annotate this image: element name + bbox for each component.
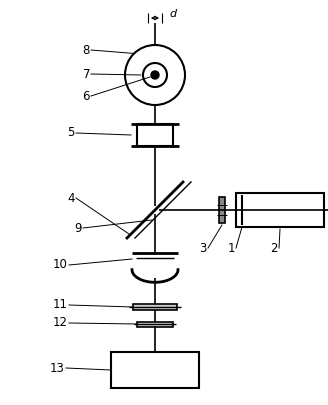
Bar	[133, 304, 177, 310]
Text: 12: 12	[53, 316, 68, 330]
Text: d: d	[169, 9, 176, 19]
Text: 5: 5	[68, 126, 75, 139]
Text: 3: 3	[200, 241, 207, 254]
Bar	[236, 193, 324, 227]
Text: 13: 13	[50, 362, 65, 375]
Bar	[111, 352, 199, 388]
Text: 10: 10	[53, 258, 68, 271]
Circle shape	[151, 71, 159, 79]
Text: 4: 4	[68, 192, 75, 205]
Bar	[137, 124, 173, 146]
Text: 6: 6	[83, 90, 90, 102]
Text: 1: 1	[228, 241, 235, 254]
Text: 7: 7	[83, 68, 90, 81]
Text: 11: 11	[53, 298, 68, 311]
Text: 8: 8	[83, 43, 90, 57]
Bar	[137, 322, 173, 327]
Text: 2: 2	[271, 241, 278, 254]
Text: 9: 9	[74, 222, 82, 234]
Bar	[219, 197, 225, 223]
